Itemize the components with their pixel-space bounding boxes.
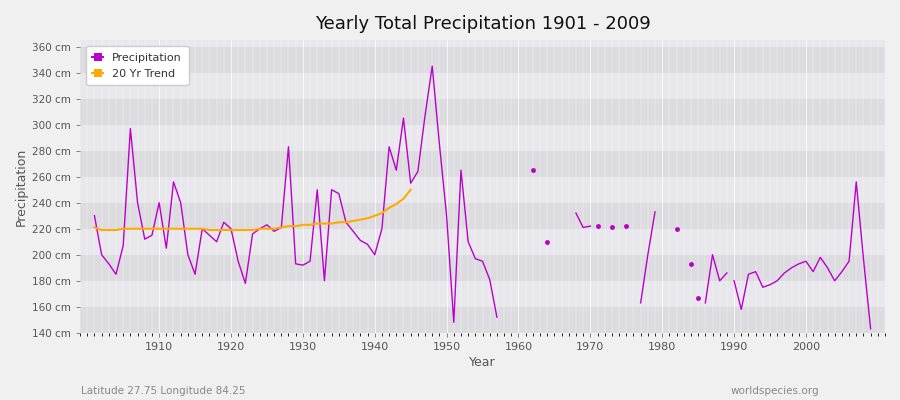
Bar: [80, 177, 885, 203]
Bar: [80, 281, 885, 307]
Bar: [80, 125, 885, 151]
Title: Yearly Total Precipitation 1901 - 2009: Yearly Total Precipitation 1901 - 2009: [315, 15, 651, 33]
Bar: [80, 47, 885, 73]
Bar: [80, 307, 885, 333]
Bar: [80, 229, 885, 255]
Text: Latitude 27.75 Longitude 84.25: Latitude 27.75 Longitude 84.25: [81, 386, 246, 396]
Bar: [80, 99, 885, 125]
Bar: [80, 255, 885, 281]
Y-axis label: Precipitation: Precipitation: [15, 147, 28, 226]
Bar: [80, 203, 885, 229]
Bar: [80, 151, 885, 177]
Legend: Precipitation, 20 Yr Trend: Precipitation, 20 Yr Trend: [86, 46, 189, 86]
X-axis label: Year: Year: [469, 356, 496, 369]
Text: worldspecies.org: worldspecies.org: [731, 386, 819, 396]
Bar: [80, 73, 885, 99]
